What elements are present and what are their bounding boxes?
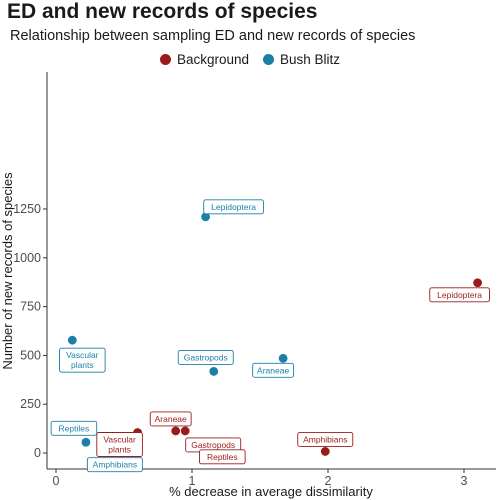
data-label-box: [50, 420, 98, 436]
data-label-box: [149, 411, 192, 427]
x-tick-label: 1: [189, 474, 196, 488]
x-tick-label: 3: [461, 474, 468, 488]
data-label: Gastropods: [177, 349, 234, 365]
data-point: [67, 335, 77, 345]
data-point: [209, 367, 219, 376]
data-point: [180, 426, 190, 436]
data-label: Amphibians: [297, 431, 354, 447]
data-label-box: [203, 199, 264, 215]
data-label-box: [177, 349, 234, 365]
data-label-text: Gastropods: [191, 440, 235, 450]
legend-dot-bush-blitz: [263, 54, 275, 65]
data-point: [201, 212, 211, 222]
y-axis-title: Number of new records of species: [0, 172, 15, 370]
chart-subtitle: Relationship between sampling ED and new…: [10, 28, 416, 44]
legend-dot-background: [159, 54, 171, 65]
data-label-text: Araneae: [257, 365, 289, 375]
data-labels: LepidopteraVascularplantsAraneaeGastropo…: [50, 199, 490, 473]
data-label-box: [252, 362, 295, 378]
data-label: Lepidoptera: [203, 199, 264, 215]
data-point: [278, 353, 288, 363]
y-tick-label: 750: [20, 300, 41, 314]
data-label-box: [199, 449, 246, 465]
data-label: Reptiles: [199, 449, 246, 465]
data-label-text: Amphibians: [93, 460, 137, 470]
data-label-box: [429, 287, 490, 303]
data-label-box: [297, 431, 354, 447]
y-tick-label: 500: [20, 348, 41, 362]
chart-title: ED and new records of species: [7, 0, 318, 23]
data-label-box: [86, 457, 143, 473]
y-tick-label: 1000: [13, 251, 41, 265]
axis-ticks: 0 1 2 3 0 250 500 750 1000 1250: [13, 202, 467, 488]
data-point: [81, 437, 91, 447]
data-label-text: Reptiles: [59, 423, 90, 433]
data-label-text: Lepidoptera: [211, 202, 256, 212]
data-label-text: plants: [108, 445, 131, 455]
data-label: Araneae: [149, 411, 192, 427]
data-label: Lepidoptera: [429, 287, 490, 303]
x-axis-title: % decrease in average dissimilarity: [169, 484, 373, 499]
data-label-text: Vascular: [66, 350, 99, 360]
data-point: [473, 278, 482, 288]
legend: Background Bush Blitz: [0, 52, 500, 67]
data-label-text: Gastropods: [184, 352, 228, 362]
data-label-text: Vascular: [103, 435, 136, 445]
data-label: Araneae: [252, 362, 295, 378]
data-label-box: [59, 347, 106, 373]
data-label: Reptiles: [50, 420, 98, 436]
data-label-text: Reptiles: [207, 452, 238, 462]
legend-item-bush-blitz: Bush Blitz: [263, 52, 340, 67]
y-tick-label: 0: [34, 446, 41, 460]
legend-label-bush-blitz: Bush Blitz: [280, 52, 341, 67]
data-label-text: Amphibians: [303, 434, 347, 444]
x-tick-label: 2: [325, 474, 332, 488]
data-label-text: Araneae: [155, 414, 187, 424]
data-label-box: [96, 432, 143, 457]
data-label-text: plants: [71, 360, 94, 370]
x-tick-label: 0: [53, 474, 60, 488]
data-point: [320, 447, 330, 456]
data-points: [67, 212, 482, 456]
data-label-text: Lepidoptera: [437, 290, 482, 300]
legend-item-background: Background: [159, 52, 250, 67]
data-label: Amphibians: [86, 457, 143, 473]
data-point: [171, 426, 181, 436]
y-tick-label: 250: [20, 397, 41, 411]
legend-label-background: Background: [176, 52, 250, 67]
y-tick-label: 1250: [13, 202, 41, 216]
